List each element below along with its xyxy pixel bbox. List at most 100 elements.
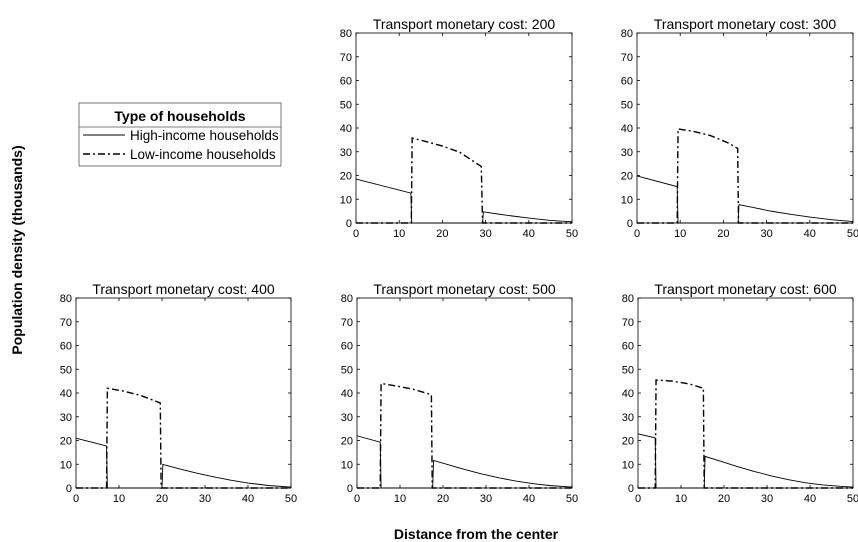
y-tick-label: 60: [622, 341, 634, 353]
y-tick-label: 50: [622, 364, 634, 376]
y-tick-label: 0: [66, 483, 72, 495]
x-tick-label: 10: [394, 493, 406, 505]
x-tick-label: 50: [285, 493, 297, 505]
y-tick-label: 50: [621, 99, 633, 111]
legend-title: Type of households: [114, 108, 245, 124]
y-tick-label: 20: [340, 171, 352, 183]
legend: Type of households High-income household…: [78, 102, 282, 167]
series-line-low-income: [637, 128, 853, 224]
y-tick-label: 20: [621, 171, 633, 183]
x-tick-label: 10: [113, 493, 125, 505]
y-tick-label: 20: [60, 436, 72, 448]
x-tick-label: 20: [717, 228, 729, 240]
y-tick-label: 60: [60, 341, 72, 353]
y-tick-label: 30: [60, 412, 72, 424]
x-tick-label: 20: [718, 493, 730, 505]
x-tick-label: 40: [242, 493, 254, 505]
series-line-low-income: [357, 382, 572, 489]
y-tick-label: 60: [341, 341, 353, 353]
y-tick-label: 20: [341, 436, 353, 448]
panel-title: Transport monetary cost: 200: [373, 16, 556, 32]
y-tick-label: 80: [60, 293, 72, 305]
series-line-high-income: [75, 437, 292, 489]
x-tick-label: 10: [674, 228, 686, 240]
plot-area: [637, 297, 854, 489]
y-tick-label: 30: [340, 147, 352, 159]
plot-area: [356, 297, 573, 489]
y-tick-label: 40: [60, 388, 72, 400]
chart-panel-2: Transport monetary cost: 300 0 10 20 30 40 50 6…: [621, 16, 858, 240]
x-tick-label: 40: [804, 228, 816, 240]
x-tick-label: 50: [847, 228, 858, 240]
series-line-high-income: [637, 433, 854, 489]
y-tick-label: 80: [622, 293, 634, 305]
y-tick-label: 50: [341, 364, 353, 376]
y-tick-label: 70: [341, 317, 353, 329]
y-tick-label: 40: [621, 123, 633, 135]
y-tick-label: 70: [621, 52, 633, 64]
y-tick-label: 30: [341, 412, 353, 424]
y-tick-label: 10: [622, 459, 634, 471]
y-tick-label: 0: [628, 483, 634, 495]
x-tick-label: 30: [479, 228, 491, 240]
y-tick-label: 80: [341, 293, 353, 305]
chart-panels: Transport monetary cost: 200 0 10 20 30 40 50 6…: [60, 16, 858, 505]
y-tick-label: 40: [622, 388, 634, 400]
y-tick-label: 40: [340, 123, 352, 135]
y-tick-label: 10: [621, 194, 633, 206]
y-tick-label: 10: [340, 194, 352, 206]
y-tick-label: 50: [340, 99, 352, 111]
series-line-high-income: [636, 175, 854, 224]
x-tick-label: 0: [635, 493, 641, 505]
legend-box: [78, 102, 282, 167]
legend-label-low: Low-income households: [130, 147, 276, 162]
panel-title: Transport monetary cost: 500: [373, 281, 556, 297]
x-tick-label: 50: [566, 228, 578, 240]
plot-area: [355, 32, 573, 224]
y-tick-label: 10: [60, 459, 72, 471]
y-tick-label: 70: [622, 317, 634, 329]
y-tick-label: 60: [621, 76, 633, 88]
x-tick-label: 0: [353, 228, 359, 240]
x-tick-label: 30: [761, 493, 773, 505]
y-tick-label: 50: [60, 364, 72, 376]
chart-panel-4: Transport monetary cost: 500 0 10 20 30 40 50 6…: [341, 281, 578, 505]
x-tick-label: 0: [354, 493, 360, 505]
x-tick-label: 10: [393, 228, 405, 240]
x-tick-label: 20: [156, 493, 168, 505]
figure-ylabel: Population density (thousands): [9, 145, 25, 354]
y-tick-label: 0: [347, 483, 353, 495]
y-tick-label: 20: [622, 436, 634, 448]
x-tick-label: 20: [437, 493, 449, 505]
x-tick-label: 0: [73, 493, 79, 505]
x-tick-label: 40: [804, 493, 816, 505]
panel-title: Transport monetary cost: 400: [92, 281, 275, 297]
series-line-low-income: [76, 387, 291, 489]
x-tick-label: 30: [199, 493, 211, 505]
y-tick-label: 80: [621, 28, 633, 40]
y-tick-label: 10: [341, 459, 353, 471]
series-line-low-income: [356, 137, 572, 224]
y-tick-label: 70: [340, 52, 352, 64]
x-tick-label: 0: [634, 228, 640, 240]
chart-panel-5: Transport monetary cost: 600 0 10 20 30 40 50 6…: [622, 281, 858, 505]
panel-title: Transport monetary cost: 600: [654, 281, 837, 297]
y-tick-label: 80: [340, 28, 352, 40]
series-line-high-income: [356, 435, 573, 489]
chart-panel-1: Transport monetary cost: 200 0 10 20 30 40 50 6…: [340, 16, 578, 240]
y-tick-label: 0: [627, 218, 633, 230]
panel-title: Transport monetary cost: 300: [654, 16, 837, 32]
x-tick-label: 50: [847, 493, 858, 505]
x-tick-label: 40: [523, 493, 535, 505]
series-line-high-income: [355, 178, 573, 224]
plot-area: [75, 297, 292, 489]
figure-xlabel: Distance from the center: [394, 526, 559, 542]
x-tick-label: 30: [480, 493, 492, 505]
y-tick-label: 0: [346, 218, 352, 230]
y-tick-label: 30: [621, 147, 633, 159]
y-tick-label: 30: [622, 412, 634, 424]
legend-label-high: High-income households: [130, 128, 279, 143]
y-tick-label: 40: [341, 388, 353, 400]
plot-area: [636, 32, 854, 224]
